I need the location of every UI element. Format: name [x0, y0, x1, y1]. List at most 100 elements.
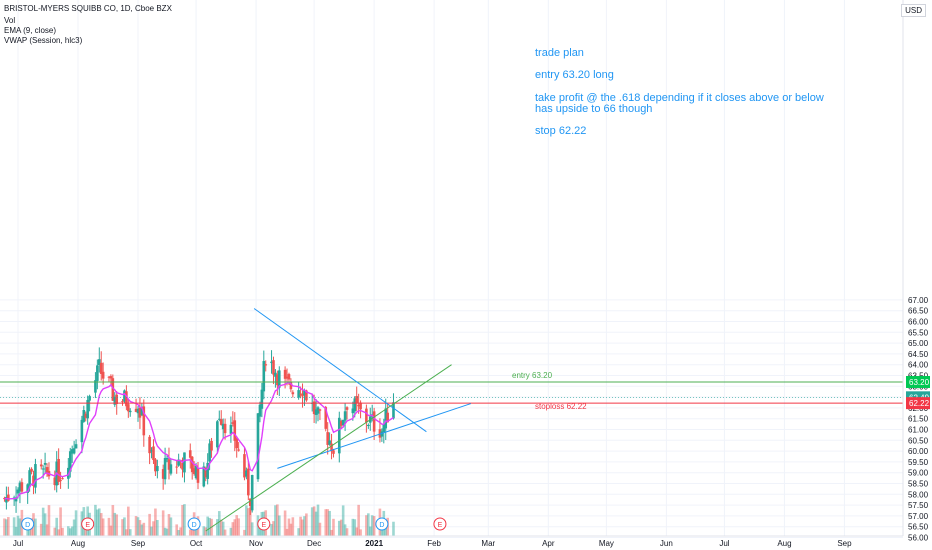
candle-body	[165, 457, 169, 460]
volume-bar	[258, 527, 262, 536]
volume-bar	[128, 529, 132, 536]
candle-body	[156, 465, 159, 472]
volume-bar	[314, 511, 318, 536]
dividend-marker[interactable]	[375, 517, 389, 531]
candle-body	[392, 402, 395, 419]
volume-bar	[16, 515, 20, 536]
candle-body	[175, 466, 179, 468]
volume-bar	[235, 515, 239, 536]
volume-bar	[150, 526, 153, 536]
candle-body	[380, 431, 384, 437]
volume-bar	[247, 508, 250, 536]
trendline-1[interactable]	[253, 308, 427, 433]
volume-bar	[357, 504, 360, 536]
candle-body	[305, 390, 308, 401]
indicator-vol[interactable]: Vol	[4, 16, 16, 25]
volume-bar	[219, 519, 223, 536]
volume-bar	[55, 517, 59, 536]
earnings-marker[interactable]	[81, 517, 95, 531]
candle-body	[231, 422, 235, 424]
volume-bar	[127, 506, 130, 536]
volume-bar	[285, 528, 289, 536]
volume-bar	[161, 510, 165, 536]
entry-label: entry 63.20	[512, 371, 553, 380]
volume-bar	[303, 516, 306, 536]
candle-body	[285, 376, 289, 379]
price-label-box	[906, 375, 930, 388]
trendline-3[interactable]	[205, 364, 452, 532]
candle-body	[372, 411, 376, 432]
volume-bar	[140, 524, 144, 536]
chart-title: BRISTOL-MYERS SQUIBB CO, 1D, Cboe BZX	[4, 4, 172, 13]
x-tick-label: May	[599, 539, 614, 548]
candle-body	[161, 469, 165, 479]
x-tick-label: Dec	[307, 539, 321, 548]
volume-bar	[250, 522, 254, 536]
candle-body	[297, 390, 300, 398]
volume-bar	[299, 516, 302, 536]
trendline-2[interactable]	[277, 403, 472, 469]
candle-body	[61, 478, 64, 480]
x-tick-label: Nov	[249, 539, 263, 548]
candle-body	[150, 450, 153, 452]
price-label-text: 63.20	[909, 378, 930, 387]
candle-body	[181, 462, 184, 470]
volume-bar	[3, 518, 6, 536]
volume-bar	[136, 517, 140, 536]
candle-body	[357, 404, 360, 407]
event-marker-label: E	[85, 522, 90, 529]
y-tick-label: 61.00	[908, 426, 929, 435]
y-tick-label: 67.00	[908, 296, 929, 305]
volume-bar	[206, 516, 209, 536]
y-tick-label: 66.00	[908, 318, 929, 327]
x-tick-label: Sep	[837, 539, 852, 548]
volume-bar	[237, 518, 240, 536]
volume-bar	[312, 506, 316, 536]
candle-body	[260, 389, 264, 409]
candle-body	[210, 441, 213, 451]
earnings-marker[interactable]	[257, 517, 271, 531]
volume-bar	[217, 511, 221, 536]
y-tick-label: 65.50	[908, 328, 929, 337]
candle-body	[121, 401, 124, 403]
candle-body	[101, 371, 105, 379]
volume-bar	[245, 505, 248, 536]
y-tick-label: 60.00	[908, 447, 929, 456]
candle-body	[345, 407, 349, 410]
x-tick-label: Jun	[660, 539, 673, 548]
volume-bar	[223, 529, 227, 536]
candle-body	[128, 410, 132, 413]
earnings-marker[interactable]	[433, 517, 447, 531]
volume-bar	[67, 526, 70, 536]
note-take-profit: take profit @ the .618 depending if it c…	[535, 92, 824, 104]
volume-bar	[169, 517, 173, 536]
volume-bar	[5, 519, 8, 536]
candle-body	[34, 464, 37, 488]
indicator-vwap[interactable]: VWAP (Session, hlc3)	[4, 36, 83, 45]
candle-body	[107, 376, 111, 378]
candle-body	[74, 444, 78, 449]
candle-body	[316, 407, 320, 414]
candle-body	[192, 468, 196, 474]
candle-body	[26, 484, 29, 493]
candle-body	[245, 470, 248, 477]
candle-body	[97, 359, 101, 366]
y-tick-label: 64.00	[908, 361, 929, 370]
volume-bar	[243, 529, 246, 536]
volume-bar	[165, 528, 169, 536]
volume-bar	[384, 525, 388, 536]
volume-bar	[310, 507, 314, 536]
y-tick-label: 59.00	[908, 469, 929, 478]
dividend-marker[interactable]	[21, 517, 35, 531]
volume-bar	[156, 520, 159, 536]
volume-bar	[216, 519, 219, 536]
y-tick-label: 65.00	[908, 339, 929, 348]
candle-body	[82, 409, 86, 422]
candle-body	[148, 436, 151, 454]
candle-body	[221, 423, 225, 430]
dividend-marker[interactable]	[187, 517, 201, 531]
indicator-ema[interactable]: EMA (9, close)	[4, 26, 57, 35]
volume-bar	[208, 517, 211, 536]
candle-body	[343, 411, 347, 421]
